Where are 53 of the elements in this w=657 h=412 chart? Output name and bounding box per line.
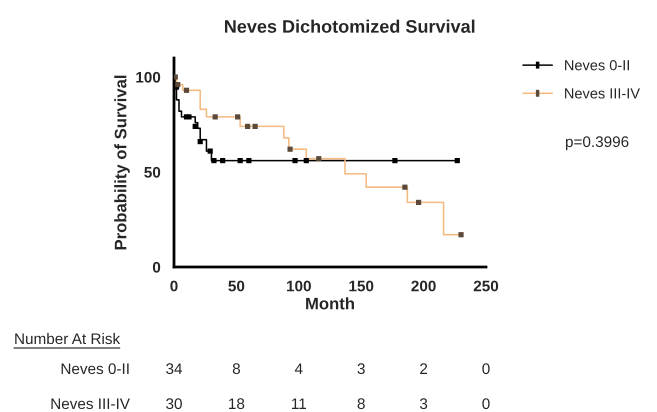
point (186, 114, 192, 120)
point (304, 158, 309, 164)
x-tick-label: 0 (170, 280, 178, 292)
text: 8 (232, 363, 240, 374)
text: 0 (482, 363, 490, 374)
text: 11 (292, 398, 306, 409)
text: 30 (166, 398, 182, 410)
y-tick-label: 50 (144, 166, 160, 178)
point (175, 82, 180, 88)
point (252, 124, 258, 129)
point (245, 124, 250, 129)
point (211, 158, 217, 164)
point (192, 124, 198, 129)
text: Neves III-IV (51, 398, 130, 410)
chart-title: Neves Dichotomized Survival (224, 20, 474, 33)
x-tick-label: 200 (411, 280, 436, 292)
legend-label: Neves 0-II (565, 60, 629, 70)
legend-label: Neves III-IV (565, 88, 640, 99)
x-tick-label: 50 (228, 280, 244, 292)
point (238, 158, 243, 164)
text: 3 (420, 398, 428, 410)
text: p=0.3996 (566, 136, 628, 150)
point (208, 148, 213, 154)
point (287, 146, 293, 152)
text: Neves 0-II (62, 363, 129, 374)
point (235, 114, 240, 120)
point (454, 158, 460, 164)
text: 8 (358, 398, 365, 410)
x-tick-label: 250 (474, 280, 498, 292)
point (416, 200, 422, 205)
point (198, 139, 203, 144)
text: 34 (166, 363, 182, 374)
y-tick-label: 0 (152, 262, 160, 273)
point (402, 184, 408, 190)
point (316, 156, 322, 162)
x-tick-label: 150 (349, 280, 374, 292)
text: 3 (358, 363, 365, 374)
x-axis-title: Month (306, 297, 354, 310)
point (184, 88, 190, 93)
point (392, 158, 398, 164)
text: 2 (420, 363, 428, 374)
point (292, 158, 298, 164)
y-axis-title: Probability of Survival (114, 76, 130, 250)
y-tick-label: 100 (136, 72, 160, 83)
point (220, 158, 226, 164)
text: Number At Risk (15, 332, 120, 344)
text: 0 (482, 398, 490, 410)
text: 4 (294, 363, 303, 374)
text: 18 (229, 398, 244, 410)
point (458, 232, 464, 238)
point (212, 114, 218, 120)
point (246, 158, 252, 164)
x-tick-label: 100 (287, 280, 311, 292)
